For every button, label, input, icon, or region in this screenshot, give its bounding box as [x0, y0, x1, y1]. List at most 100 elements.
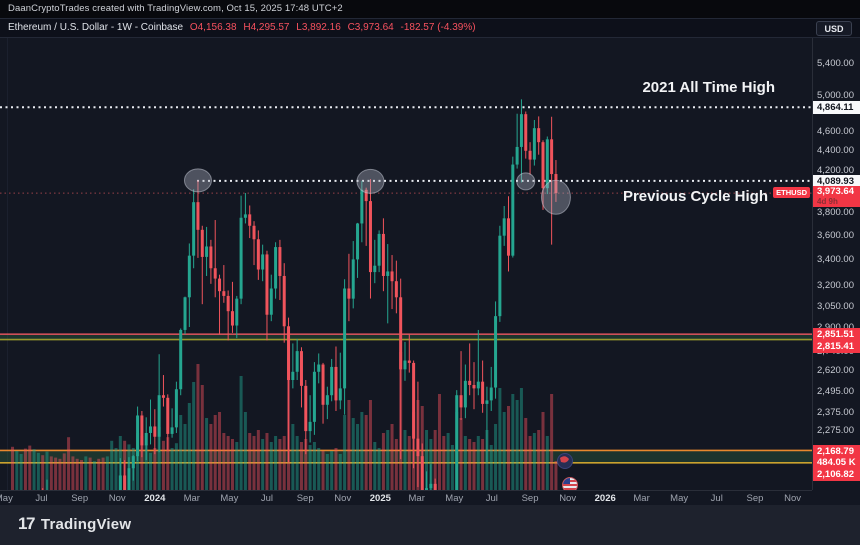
volume-bar	[528, 436, 532, 490]
volume-bar	[157, 427, 161, 490]
candle	[511, 164, 515, 256]
candle	[356, 223, 360, 260]
time-tick-year: 2025	[369, 493, 391, 504]
highlight-ellipse[interactable]	[540, 179, 571, 215]
prev-cycle-annotation-text[interactable]: Previous Cycle High	[622, 188, 768, 205]
volume-bar	[304, 439, 308, 490]
usa-ball-sticker[interactable]	[562, 477, 578, 493]
candle	[386, 271, 390, 276]
volume-bar	[58, 458, 62, 490]
time-tick-month: Sep	[521, 493, 539, 504]
price-tick: 2,900.00	[817, 322, 854, 333]
candle	[265, 254, 269, 315]
volume-bar	[92, 461, 96, 490]
volume-bar	[274, 436, 278, 490]
volume-bar	[23, 448, 27, 490]
volume-bar	[105, 456, 109, 490]
time-axis[interactable]: May Jul Sep Nov 2024 Mar May Jul Sep Nov 2025 Mar Ma…	[0, 490, 812, 505]
price-axis[interactable]: 5,400.00 5,000.00 4,600.00 4,400.00 4,200.00…	[812, 38, 860, 490]
time-tick-month: May	[445, 493, 464, 504]
volume-bar	[291, 424, 295, 490]
candle	[166, 397, 170, 434]
candle	[519, 114, 523, 147]
volume-bar	[338, 454, 342, 490]
volume-bar	[265, 433, 269, 490]
candle	[226, 295, 230, 312]
candle	[364, 189, 368, 202]
candle	[312, 371, 316, 422]
volume-bar	[468, 439, 472, 490]
volume-bar	[200, 385, 204, 490]
volume-bar	[32, 449, 36, 490]
volume-bar	[36, 452, 40, 490]
tradingview-logo[interactable]: 17 TradingView	[18, 514, 131, 534]
candle	[498, 235, 502, 317]
ath-annotation-text[interactable]: 2021 All Time High	[642, 79, 775, 96]
volume-bar	[49, 456, 53, 490]
volume-bar	[390, 424, 394, 490]
ohlc-high: H4,295.57	[243, 22, 290, 33]
price-tick: 2,620.00	[817, 365, 854, 377]
volume-bar	[174, 443, 178, 490]
support-zone[interactable]	[0, 450, 812, 463]
volume-bar	[524, 418, 528, 490]
candle	[230, 311, 234, 326]
candle	[192, 202, 196, 256]
volume-bar	[481, 439, 485, 490]
candle	[360, 189, 364, 224]
candle	[528, 150, 532, 160]
volume-bar	[28, 445, 32, 490]
volume-bar	[19, 454, 23, 490]
candle	[412, 362, 416, 439]
time-tick-month: May	[220, 493, 239, 504]
price-tick: 4,600.00	[817, 125, 854, 137]
zone-price-label: 2,815.41	[813, 340, 860, 353]
candle	[209, 246, 213, 269]
candle	[515, 146, 519, 165]
time-tick-month: Nov	[108, 493, 126, 504]
price-tick: 2,495.00	[817, 385, 854, 397]
currency-toggle-button[interactable]: USD	[816, 21, 852, 36]
volume-bar	[226, 436, 230, 490]
candle	[222, 291, 226, 296]
candle	[554, 174, 558, 194]
attribution-text: DaanCryptoTrades created with TradingVie…	[8, 3, 343, 14]
tradingview-logo-icon: 17	[18, 514, 35, 533]
volume-bar	[170, 448, 174, 490]
volume-bar	[364, 415, 368, 490]
volume-bar	[140, 436, 144, 490]
volume-bar	[278, 439, 282, 490]
volume-bar	[321, 451, 325, 490]
candle	[239, 217, 243, 299]
candle	[308, 421, 312, 432]
volume-bar	[15, 451, 19, 490]
candle	[252, 225, 256, 240]
time-tick-year: 2026	[594, 493, 616, 504]
price-tick: 3,200.00	[817, 280, 854, 292]
volume-bar	[407, 436, 411, 490]
candle	[187, 255, 191, 298]
volume-bar	[11, 446, 14, 490]
highlight-ellipse[interactable]	[183, 168, 212, 193]
volume-bar	[433, 430, 437, 490]
price-tick: 2,275.00	[817, 425, 854, 437]
volume-bar	[519, 388, 523, 490]
symbol-legend[interactable]: Ethereum / U.S. Dollar - 1W - Coinbase O…	[8, 22, 480, 33]
volume-bar	[450, 445, 454, 490]
candle	[399, 297, 403, 370]
highlight-ellipse[interactable]	[516, 172, 536, 191]
candle	[321, 364, 325, 405]
highlight-ellipse[interactable]	[356, 168, 385, 194]
coin-sticker[interactable]	[557, 453, 573, 469]
volume-bar	[166, 437, 170, 490]
support-zone[interactable]	[0, 334, 812, 340]
candle	[325, 395, 329, 405]
candle	[140, 415, 144, 446]
last-price-symbol-badge: ETHUSD	[773, 187, 810, 198]
volume-bar	[67, 437, 71, 490]
candle	[161, 395, 165, 398]
candle	[532, 128, 536, 160]
time-tick-month: Mar	[633, 493, 650, 504]
candle	[274, 247, 278, 289]
